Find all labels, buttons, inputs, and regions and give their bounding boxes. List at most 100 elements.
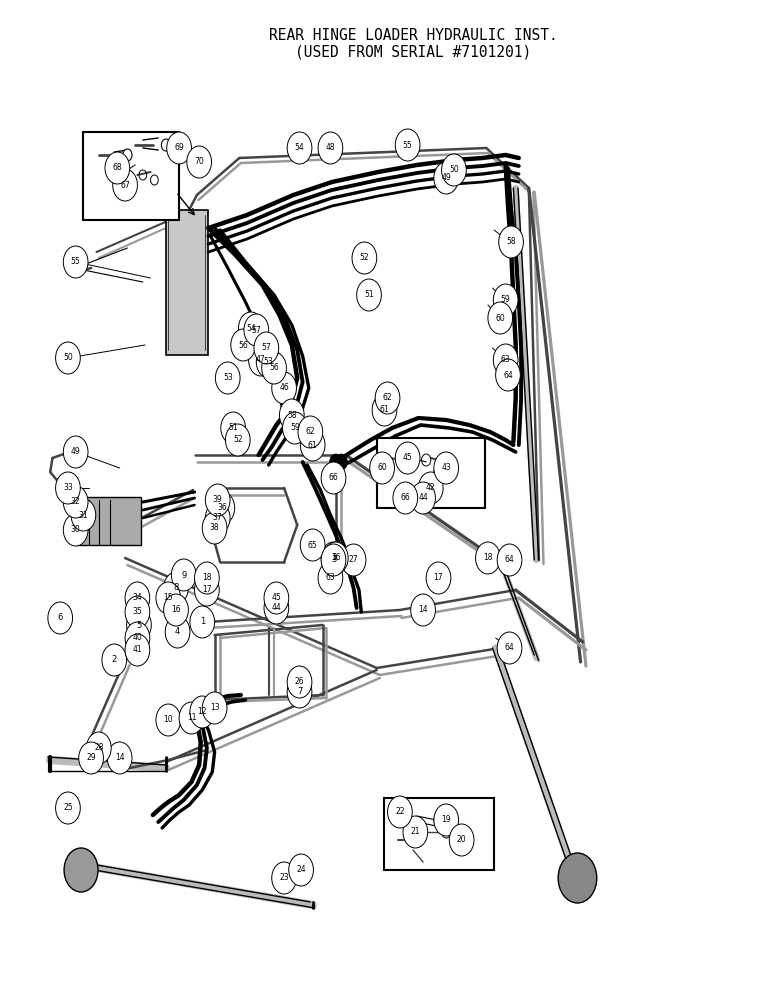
Circle shape bbox=[254, 332, 279, 364]
Text: 32: 32 bbox=[71, 497, 80, 506]
Circle shape bbox=[330, 454, 342, 470]
Text: 11: 11 bbox=[187, 714, 196, 722]
Text: 67: 67 bbox=[120, 180, 130, 190]
Text: 42: 42 bbox=[426, 484, 435, 492]
Circle shape bbox=[239, 312, 263, 344]
Circle shape bbox=[195, 574, 219, 606]
Circle shape bbox=[164, 594, 188, 626]
Circle shape bbox=[105, 152, 130, 184]
Circle shape bbox=[187, 146, 212, 178]
Circle shape bbox=[56, 472, 80, 504]
Text: 53: 53 bbox=[264, 358, 273, 366]
Circle shape bbox=[167, 132, 191, 164]
Text: 64: 64 bbox=[503, 370, 513, 379]
Text: 27: 27 bbox=[349, 556, 358, 564]
Circle shape bbox=[179, 702, 204, 734]
Text: 14: 14 bbox=[115, 754, 124, 762]
Text: 54: 54 bbox=[295, 143, 304, 152]
Text: REAR HINGE LOADER HYDRAULIC INST.: REAR HINGE LOADER HYDRAULIC INST. bbox=[269, 27, 557, 42]
Circle shape bbox=[205, 484, 230, 516]
Text: 21: 21 bbox=[411, 827, 420, 836]
Text: 60: 60 bbox=[378, 464, 387, 473]
Circle shape bbox=[411, 594, 435, 626]
Text: 51: 51 bbox=[364, 290, 374, 299]
Circle shape bbox=[63, 486, 88, 518]
Text: 61: 61 bbox=[308, 441, 317, 450]
Text: 30: 30 bbox=[71, 526, 80, 534]
Circle shape bbox=[125, 622, 150, 654]
Circle shape bbox=[205, 502, 230, 534]
Text: 16: 16 bbox=[331, 554, 340, 562]
Text: 58: 58 bbox=[506, 237, 516, 246]
Text: 62: 62 bbox=[306, 427, 315, 436]
Text: 53: 53 bbox=[223, 373, 232, 382]
Text: 22: 22 bbox=[395, 808, 405, 816]
Text: 46: 46 bbox=[279, 383, 289, 392]
Text: 59: 59 bbox=[290, 423, 300, 432]
Circle shape bbox=[48, 602, 73, 634]
Circle shape bbox=[264, 582, 289, 614]
Text: 28: 28 bbox=[94, 744, 103, 752]
Circle shape bbox=[289, 854, 313, 886]
Circle shape bbox=[127, 609, 151, 641]
Text: (USED FROM SERIAL #7101201): (USED FROM SERIAL #7101201) bbox=[295, 44, 531, 60]
Circle shape bbox=[262, 352, 286, 384]
Circle shape bbox=[56, 342, 80, 374]
Circle shape bbox=[434, 162, 459, 194]
Text: 8: 8 bbox=[174, 583, 178, 592]
Text: 63: 63 bbox=[501, 356, 510, 364]
Text: 43: 43 bbox=[442, 464, 451, 473]
Text: 60: 60 bbox=[496, 314, 505, 323]
Circle shape bbox=[388, 796, 412, 828]
Circle shape bbox=[210, 492, 235, 524]
Circle shape bbox=[287, 676, 312, 708]
Circle shape bbox=[202, 692, 227, 724]
Circle shape bbox=[190, 606, 215, 638]
Circle shape bbox=[496, 359, 520, 391]
Text: 39: 39 bbox=[213, 495, 222, 504]
Text: 64: 64 bbox=[505, 556, 514, 564]
Text: 61: 61 bbox=[380, 405, 389, 414]
Text: 44: 44 bbox=[418, 493, 428, 502]
Circle shape bbox=[215, 362, 240, 394]
Circle shape bbox=[249, 344, 273, 376]
Circle shape bbox=[418, 472, 443, 504]
Text: 14: 14 bbox=[418, 605, 428, 614]
Circle shape bbox=[300, 529, 325, 561]
Bar bbox=[76, 497, 141, 545]
Text: 38: 38 bbox=[210, 524, 219, 532]
Circle shape bbox=[125, 582, 150, 614]
Circle shape bbox=[279, 399, 304, 431]
Text: 4: 4 bbox=[175, 628, 180, 637]
Text: 59: 59 bbox=[501, 296, 510, 304]
Circle shape bbox=[107, 742, 132, 774]
Circle shape bbox=[161, 139, 171, 151]
Circle shape bbox=[298, 416, 323, 448]
Circle shape bbox=[352, 242, 377, 274]
Text: 52: 52 bbox=[233, 436, 242, 444]
Text: 48: 48 bbox=[326, 143, 335, 152]
Circle shape bbox=[434, 804, 459, 836]
Circle shape bbox=[341, 544, 366, 576]
Text: 24: 24 bbox=[296, 865, 306, 874]
Circle shape bbox=[63, 436, 88, 468]
Circle shape bbox=[264, 592, 289, 624]
Circle shape bbox=[202, 512, 227, 544]
Circle shape bbox=[125, 596, 150, 628]
Circle shape bbox=[71, 499, 96, 531]
Circle shape bbox=[86, 732, 111, 764]
Text: 65: 65 bbox=[308, 540, 317, 550]
Text: 29: 29 bbox=[86, 754, 96, 762]
Text: 13: 13 bbox=[210, 704, 219, 712]
Text: 1: 1 bbox=[200, 617, 205, 626]
Circle shape bbox=[165, 616, 190, 648]
Text: 44: 44 bbox=[272, 603, 281, 612]
Circle shape bbox=[442, 154, 466, 186]
Circle shape bbox=[125, 634, 150, 666]
Text: 45: 45 bbox=[403, 454, 412, 462]
Text: 50: 50 bbox=[63, 354, 73, 362]
Circle shape bbox=[256, 346, 281, 378]
Text: 3: 3 bbox=[331, 554, 336, 562]
Text: 57: 57 bbox=[252, 326, 261, 335]
Text: 10: 10 bbox=[164, 716, 173, 724]
